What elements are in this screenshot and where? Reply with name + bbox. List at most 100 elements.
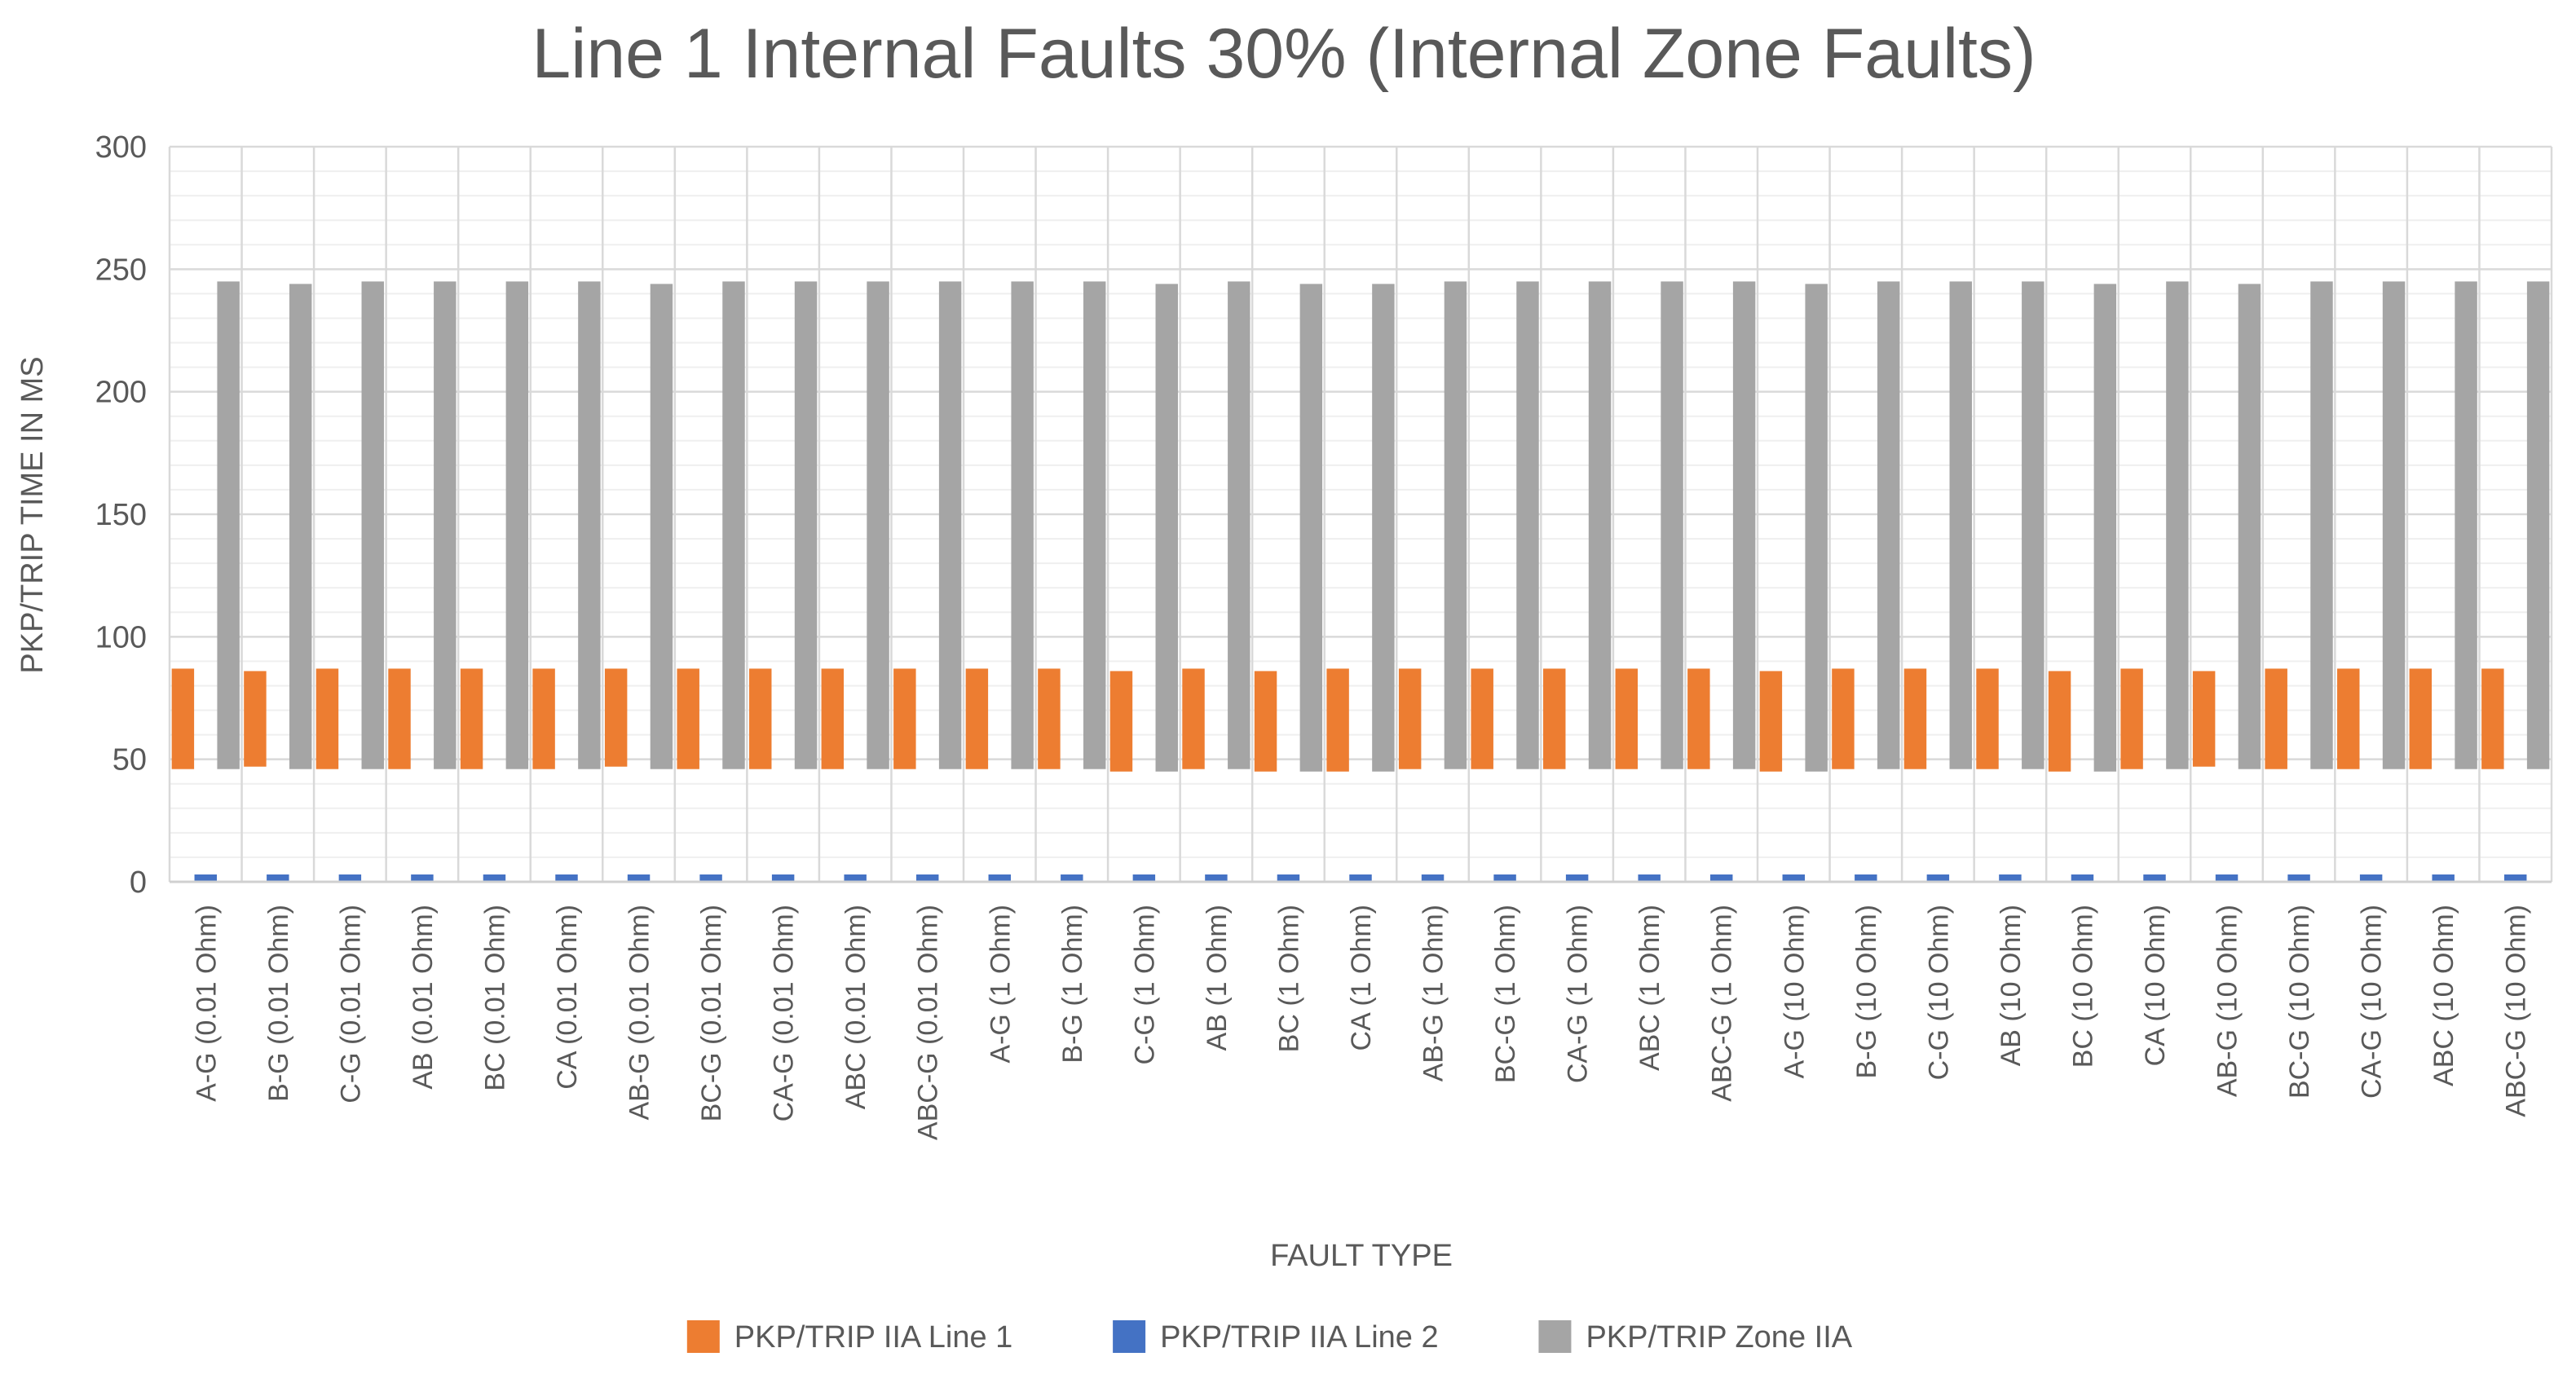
bar-zone — [1011, 281, 1034, 769]
bar-line1 — [244, 671, 267, 767]
x-tick-label: AB (1 Ohm) — [1202, 905, 1233, 1051]
bar-line1 — [1976, 668, 1999, 769]
bar-line2 — [627, 874, 651, 882]
bar-zone — [2455, 281, 2477, 769]
bar-line1 — [1038, 668, 1061, 769]
bar-line2 — [844, 874, 867, 882]
chart-title: Line 1 Internal Faults 30% (Internal Zon… — [532, 15, 2036, 93]
bar-line2 — [2071, 874, 2094, 882]
x-tick-label: BC (10 Ohm) — [2067, 905, 2098, 1068]
bar-zone — [1372, 284, 1395, 772]
x-tick-label: ABC-G (1 Ohm) — [1707, 905, 1738, 1102]
x-tick-label: B-G (1 Ohm) — [1057, 905, 1088, 1064]
bar-zone — [2238, 284, 2261, 769]
bar-zone — [434, 281, 457, 769]
bar-zone — [1805, 284, 1828, 772]
x-tick-label: ABC (1 Ohm) — [1634, 905, 1665, 1071]
bar-line2 — [267, 874, 289, 882]
bar-zone — [2382, 281, 2406, 769]
bar-line1 — [171, 668, 195, 769]
bar-zone — [361, 281, 384, 769]
bar-line1 — [1615, 668, 1639, 769]
x-tick-label: ABC (0.01 Ohm) — [840, 905, 871, 1109]
bar-line2 — [2504, 874, 2527, 882]
bar-zone — [938, 281, 962, 769]
legend: PKP/TRIP IIA Line 1 PKP/TRIP IIA Line 2 PK… — [686, 1320, 1853, 1355]
x-tick-label: AB-G (1 Ohm) — [1418, 905, 1449, 1081]
bar-line1 — [604, 668, 628, 767]
bar-line1 — [315, 668, 339, 769]
x-tick-label: AB (10 Ohm) — [1996, 905, 2027, 1066]
bar-line1 — [2409, 668, 2433, 769]
bar-zone — [722, 281, 745, 769]
bar-line1 — [1687, 668, 1710, 769]
bar-line1 — [1832, 668, 1855, 769]
bar-line2 — [1638, 874, 1661, 882]
bar-line1 — [1543, 668, 1566, 769]
bar-line2 — [916, 874, 939, 882]
bar-line1 — [1254, 671, 1277, 772]
y-tick-label: 100 — [95, 620, 147, 654]
bar-zone — [505, 281, 529, 769]
bar-line1 — [532, 668, 555, 769]
bar-line2 — [1205, 874, 1228, 882]
legend-swatch — [686, 1320, 720, 1353]
x-tick-label: CA (10 Ohm) — [2140, 905, 2171, 1066]
bar-zone — [1299, 284, 1323, 772]
x-tick-label: BC (0.01 Ohm) — [479, 905, 510, 1091]
y-tick-labels: 0 50 100 150 200 250 300 — [95, 130, 147, 900]
bar-line2 — [988, 874, 1011, 882]
x-tick-label: ABC (10 Ohm) — [2428, 905, 2459, 1086]
bar-line2 — [771, 874, 795, 882]
bar-line1 — [1182, 668, 1205, 769]
legend-label: PKP/TRIP Zone IIA — [1586, 1320, 1852, 1355]
bar-line1 — [388, 668, 411, 769]
bar-zone — [2526, 281, 2550, 769]
bar-zone — [217, 281, 240, 769]
bar-zone — [794, 281, 818, 769]
x-tick-label: CA (0.01 Ohm) — [552, 905, 583, 1090]
x-tick-labels: A-G (0.01 Ohm) B-G (0.01 Ohm) C-G (0.01 Oh… — [191, 905, 2531, 1140]
y-tick-label: 0 — [130, 866, 147, 900]
bar-line2 — [555, 874, 578, 882]
bar-line2 — [699, 874, 722, 882]
bar-zone — [1155, 284, 1178, 772]
bar-line1 — [1759, 671, 1783, 772]
bar-line1 — [2120, 668, 2143, 769]
x-tick-label: ABC-G (0.01 Ohm) — [913, 905, 944, 1140]
bar-zone — [2093, 284, 2117, 772]
y-tick-label: 50 — [112, 743, 147, 777]
x-tick-label: A-G (1 Ohm) — [985, 905, 1016, 1064]
legend-swatch — [1538, 1320, 1572, 1353]
legend-label: PKP/TRIP IIA Line 1 — [734, 1320, 1012, 1355]
bar-line2 — [1565, 874, 1589, 882]
x-tick-label: BC-G (0.01 Ohm) — [696, 905, 727, 1121]
x-tick-label: A-G (10 Ohm) — [1779, 905, 1810, 1078]
bar-zone — [1877, 281, 1900, 769]
bar-line2 — [1061, 874, 1083, 882]
bar-zone — [1228, 281, 1251, 769]
x-tick-label: ABC-G (10 Ohm) — [2501, 905, 2532, 1117]
bar-line2 — [1999, 874, 2022, 882]
bar-zone — [1732, 281, 1756, 769]
bar-line2 — [2143, 874, 2166, 882]
legend-label: PKP/TRIP IIA Line 2 — [1160, 1320, 1438, 1355]
bar-line1 — [2337, 668, 2360, 769]
x-tick-label: AB-G (10 Ohm) — [2212, 905, 2243, 1097]
bar-line1 — [677, 668, 699, 769]
bar-line2 — [483, 874, 506, 882]
x-tick-label: CA-G (0.01 Ohm) — [769, 905, 800, 1121]
bar-zone — [2310, 281, 2333, 769]
bar-zone — [289, 284, 312, 769]
bar-zone — [650, 284, 673, 769]
x-tick-label: AB-G (0.01 Ohm) — [624, 905, 655, 1121]
bar-zone — [1083, 281, 1106, 769]
bar-line2 — [1782, 874, 1805, 882]
bar-line1 — [893, 668, 916, 769]
gridlines — [168, 145, 2553, 883]
bar-line2 — [1349, 874, 1372, 882]
x-tick-label: B-G (0.01 Ohm) — [263, 905, 294, 1102]
bar-line1 — [1903, 668, 1927, 769]
bar-zone — [867, 281, 889, 769]
